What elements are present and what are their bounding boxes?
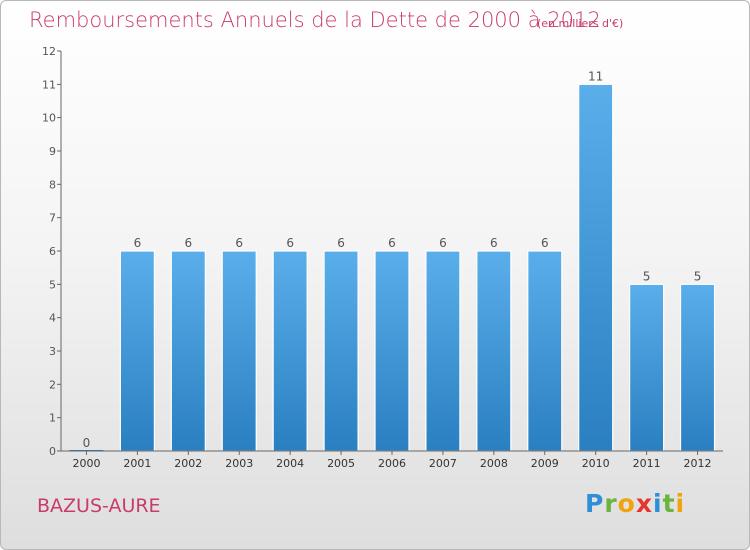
data-label: 11: [588, 69, 603, 83]
data-label: 0: [83, 436, 91, 450]
logo-letter: P: [585, 489, 605, 518]
bar: [170, 250, 206, 452]
logo-letter: i: [653, 489, 663, 518]
y-tick-label: 3: [49, 345, 56, 358]
data-label: 6: [439, 236, 447, 250]
x-tick-label: 2010: [582, 457, 610, 470]
y-tick-label: 6: [49, 245, 56, 258]
data-label: 6: [134, 236, 142, 250]
bar: [119, 250, 155, 452]
x-tick-label: 2008: [480, 457, 508, 470]
y-tick-label: 0: [49, 445, 56, 458]
y-tick-label: 4: [49, 312, 56, 325]
place-name: BAZUS-AURE: [37, 495, 161, 517]
y-tick-label: 1: [49, 412, 56, 425]
bar: [425, 250, 461, 452]
data-label: 6: [490, 236, 498, 250]
data-label: 5: [643, 269, 651, 283]
x-tick-label: 2000: [72, 457, 100, 470]
bar: [578, 83, 614, 452]
bar: [221, 250, 257, 452]
chart-title: Remboursements Annuels de la Dette de 20…: [29, 8, 601, 32]
x-tick-label: 2011: [633, 457, 661, 470]
x-tick-label: 2006: [378, 457, 406, 470]
y-tick-label: 2: [49, 378, 56, 391]
bar: [323, 250, 359, 452]
x-tick-label: 2012: [684, 457, 712, 470]
data-label: 6: [388, 236, 396, 250]
x-tick-label: 2007: [429, 457, 457, 470]
y-tick-label: 10: [42, 112, 56, 125]
y-tick-label: 9: [49, 145, 56, 158]
bar: [272, 250, 308, 452]
logo-letter: o: [617, 489, 636, 518]
logo-letter: x: [635, 489, 653, 518]
proxiti-logo: Proxiti: [585, 489, 685, 518]
y-tick-label: 12: [42, 45, 56, 58]
logo-letter: i: [675, 489, 686, 518]
data-label: 6: [541, 236, 549, 250]
bar: [374, 250, 410, 452]
y-tick-label: 7: [49, 212, 56, 225]
bar: [679, 283, 716, 452]
logo-letter: t: [662, 489, 676, 518]
chart-unit: (en milliers d'€): [537, 17, 624, 30]
x-tick-label: 2004: [276, 457, 304, 470]
bar: [527, 250, 563, 452]
x-tick-label: 2005: [327, 457, 355, 470]
bar: [629, 283, 665, 452]
data-label: 6: [337, 236, 345, 250]
x-tick-label: 2002: [174, 457, 202, 470]
data-label: 6: [184, 236, 192, 250]
data-label: 6: [235, 236, 243, 250]
x-tick-label: 2003: [225, 457, 253, 470]
x-tick-label: 2009: [531, 457, 559, 470]
data-label: 5: [694, 269, 702, 283]
y-tick-label: 8: [49, 178, 56, 191]
data-label: 6: [286, 236, 294, 250]
y-tick-label: 11: [42, 78, 56, 91]
bar: [476, 250, 512, 452]
logo-letter: r: [604, 489, 618, 518]
x-tick-label: 2001: [123, 457, 151, 470]
y-tick-label: 5: [49, 278, 56, 291]
